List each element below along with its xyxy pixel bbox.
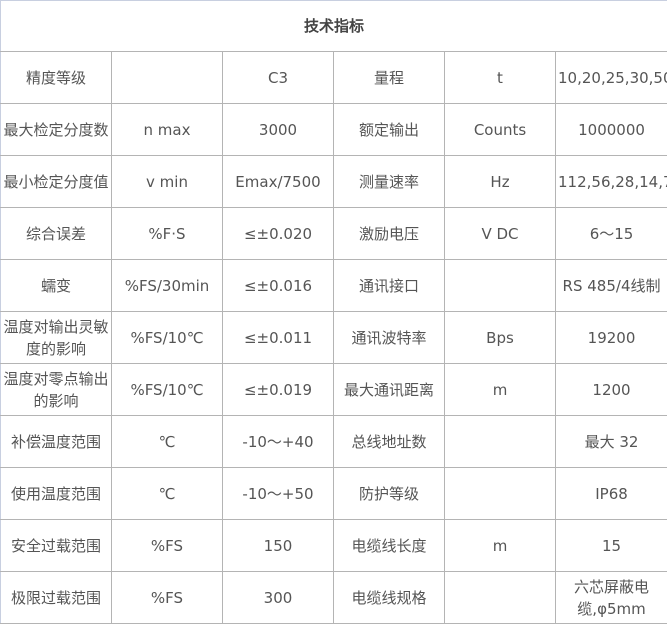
param-unit: %FS/10℃ bbox=[111, 363, 223, 416]
param-name: 补偿温度范围 bbox=[0, 415, 112, 468]
param-name: 量程 bbox=[333, 51, 445, 104]
param-name: 通讯接口 bbox=[333, 259, 445, 312]
table-row: 温度对输出灵敏度的影响 %FS/10℃ ≤±0.011 通讯波特率 Bps 19200 bbox=[0, 311, 667, 364]
param-unit: Counts bbox=[444, 103, 556, 156]
param-value: ≤±0.019 bbox=[222, 363, 334, 416]
param-value: ≤±0.020 bbox=[222, 207, 334, 260]
param-value: 300 bbox=[222, 571, 334, 624]
param-value: 15 bbox=[554, 519, 667, 572]
param-name: 总线地址数 bbox=[333, 415, 445, 468]
param-value: 3000 bbox=[222, 103, 334, 156]
param-name: 精度等级 bbox=[0, 51, 112, 104]
param-value: ≤±0.011 bbox=[222, 311, 334, 364]
param-value: IP68 bbox=[554, 467, 667, 520]
param-unit: %FS/10℃ bbox=[111, 311, 223, 364]
param-name: 测量速率 bbox=[333, 155, 445, 208]
param-unit: V DC bbox=[444, 207, 556, 260]
param-value: 1000000 bbox=[554, 103, 667, 156]
param-value: Emax/7500 bbox=[222, 155, 334, 208]
param-name: 使用温度范围 bbox=[0, 467, 112, 520]
param-name: 温度对零点输出的影响 bbox=[0, 363, 112, 416]
param-unit: %FS bbox=[111, 519, 223, 572]
param-value: 最大 32 bbox=[554, 415, 667, 468]
param-value: 19200 bbox=[554, 311, 667, 364]
param-name: 电缆线长度 bbox=[333, 519, 445, 572]
param-name: 电缆线规格 bbox=[333, 571, 445, 624]
param-unit: %FS/30min bbox=[111, 259, 223, 312]
param-name: 额定输出 bbox=[333, 103, 445, 156]
table-row: 安全过载范围 %FS 150 电缆线长度 m 15 bbox=[0, 519, 667, 572]
table-row: 最小检定分度值 v min Emax/7500 测量速率 Hz 112,56,28,14,… bbox=[0, 155, 667, 208]
table-row: 使用温度范围 ℃ -10～+50 防护等级 IP68 bbox=[0, 467, 667, 520]
param-unit: %FS bbox=[111, 571, 223, 624]
param-value: 112,56,28,14,7,3 bbox=[554, 155, 667, 208]
param-value: 六芯屏蔽电缆,φ5mm bbox=[554, 571, 667, 624]
param-name: 极限过载范围 bbox=[0, 571, 112, 624]
param-unit: ℃ bbox=[111, 467, 223, 520]
table-row: 精度等级 C3 量程 t 10,20,25,30,50 bbox=[0, 51, 667, 104]
param-name: 综合误差 bbox=[0, 207, 112, 260]
param-unit: m bbox=[444, 519, 556, 572]
param-value: 150 bbox=[222, 519, 334, 572]
param-value: -10～+50 bbox=[222, 467, 334, 520]
param-value: -10～+40 bbox=[222, 415, 334, 468]
param-value: RS 485/4线制 bbox=[554, 259, 667, 312]
param-value: 6～15 bbox=[554, 207, 667, 260]
param-unit: v min bbox=[111, 155, 223, 208]
param-name: 激励电压 bbox=[333, 207, 445, 260]
param-unit: Hz bbox=[444, 155, 556, 208]
param-unit bbox=[444, 467, 556, 520]
param-unit bbox=[444, 259, 556, 312]
table-title: 技术指标 bbox=[0, 0, 667, 52]
param-unit: ℃ bbox=[111, 415, 223, 468]
param-name: 最大检定分度数 bbox=[0, 103, 112, 156]
param-unit: Bps bbox=[444, 311, 556, 364]
table-row: 综合误差 %F·S ≤±0.020 激励电压 V DC 6～15 bbox=[0, 207, 667, 260]
param-name: 最小检定分度值 bbox=[0, 155, 112, 208]
param-name: 蠕变 bbox=[0, 259, 112, 312]
table-row: 温度对零点输出的影响 %FS/10℃ ≤±0.019 最大通讯距离 m 1200 bbox=[0, 363, 667, 416]
param-unit bbox=[444, 571, 556, 624]
param-unit: t bbox=[444, 51, 556, 104]
param-value: ≤±0.016 bbox=[222, 259, 334, 312]
param-unit bbox=[111, 51, 223, 104]
param-value: 10,20,25,30,50 bbox=[554, 51, 667, 104]
param-value: C3 bbox=[222, 51, 334, 104]
param-name: 通讯波特率 bbox=[333, 311, 445, 364]
param-name: 温度对输出灵敏度的影响 bbox=[0, 311, 112, 364]
param-unit: m bbox=[444, 363, 556, 416]
param-unit: %F·S bbox=[111, 207, 223, 260]
table-row: 极限过载范围 %FS 300 电缆线规格 六芯屏蔽电缆,φ5mm bbox=[0, 571, 667, 624]
table-row: 最大检定分度数 n max 3000 额定输出 Counts 1000000 bbox=[0, 103, 667, 156]
param-name: 安全过载范围 bbox=[0, 519, 112, 572]
param-name: 防护等级 bbox=[333, 467, 445, 520]
param-unit bbox=[444, 415, 556, 468]
param-name: 最大通讯距离 bbox=[333, 363, 445, 416]
table-row: 蠕变 %FS/30min ≤±0.016 通讯接口 RS 485/4线制 bbox=[0, 259, 667, 312]
param-unit: n max bbox=[111, 103, 223, 156]
table-row: 补偿温度范围 ℃ -10～+40 总线地址数 最大 32 bbox=[0, 415, 667, 468]
param-value: 1200 bbox=[554, 363, 667, 416]
